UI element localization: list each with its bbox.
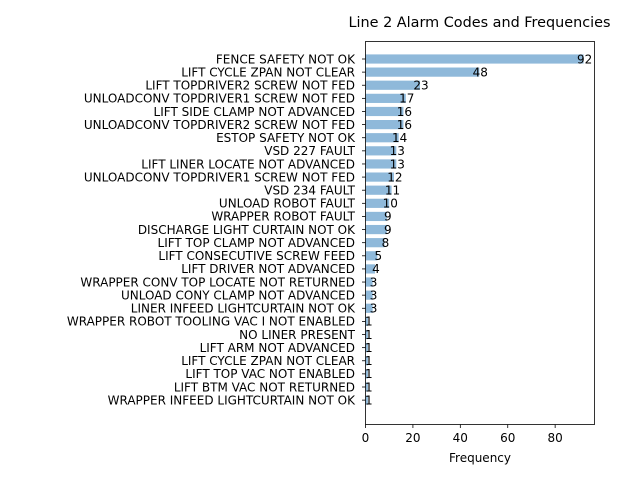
- category-label: WRAPPER INFEED LIGHTCURTAIN NOT OK: [108, 393, 357, 407]
- category-label: LIFT DRIVER NOT ADVANCED: [181, 262, 355, 276]
- bar: [365, 106, 404, 117]
- chart-title: Line 2 Alarm Codes and Frequencies: [349, 15, 611, 31]
- category-label: UNLOADCONV TOPDRIVER1 SCREW NOT FED: [84, 92, 355, 106]
- value-label: 1: [365, 341, 373, 355]
- value-label: 12: [387, 170, 402, 184]
- value-label: 11: [385, 184, 400, 198]
- category-label: UNLOAD CONY CLAMP NOT ADVANCED: [121, 288, 355, 302]
- bar: [365, 198, 390, 208]
- bars-group: [365, 54, 584, 405]
- category-label: FENCE SAFETY NOT OK: [216, 52, 356, 66]
- bar: [365, 146, 397, 156]
- category-label: WRAPPER ROBOT TOOLING VAC I NOT ENABLED: [67, 315, 355, 329]
- value-label: 1: [365, 380, 373, 394]
- bar: [365, 356, 368, 366]
- category-label: NO LINER PRESENT: [239, 328, 356, 342]
- x-axis-title: Frequency: [449, 451, 511, 465]
- value-label: 23: [413, 79, 428, 93]
- value-label: 3: [370, 288, 378, 302]
- category-label: LIFT SIDE CLAMP NOT ADVANCED: [154, 105, 355, 119]
- category-label: UNLOADCONV TOPDRIVER1 SCREW NOT FED: [84, 170, 355, 184]
- value-label: 16: [397, 118, 412, 132]
- category-label: LIFT TOPDRIVER2 SCREW NOT FED: [145, 79, 355, 93]
- category-label: LIFT LINER LOCATE NOT ADVANCED: [141, 157, 355, 171]
- bar: [365, 224, 387, 235]
- bar: [365, 80, 421, 90]
- x-tick-label: 0: [362, 431, 370, 445]
- category-label: VSD 227 FAULT: [264, 144, 355, 158]
- value-label: 13: [390, 144, 405, 158]
- bar: [365, 185, 392, 195]
- value-label: 17: [399, 92, 414, 106]
- bar: [365, 211, 387, 222]
- category-label: VSD 234 FAULT: [264, 184, 355, 198]
- bar: [365, 277, 373, 287]
- value-label: 3: [370, 302, 378, 316]
- bar: [365, 251, 378, 261]
- bar: [365, 382, 368, 392]
- value-label: 3: [370, 275, 378, 289]
- value-label: 13: [390, 157, 405, 171]
- value-label: 1: [365, 354, 373, 368]
- category-label: ESTOP SAFETY NOT OK: [216, 131, 356, 145]
- x-tick-label: 60: [500, 431, 515, 445]
- bar: [365, 133, 399, 143]
- value-label: 9: [384, 223, 392, 237]
- bar: [365, 303, 373, 313]
- value-label: 48: [473, 65, 488, 79]
- category-label: LIFT CYCLE ZPAN NOT CLEAR: [181, 65, 355, 79]
- bar: [365, 316, 368, 326]
- value-label: 1: [365, 367, 373, 381]
- bar: [365, 159, 397, 169]
- category-label: UNLOADCONV TOPDRIVER2 SCREW NOT FED: [84, 118, 355, 132]
- bar: [365, 290, 373, 300]
- plot-frame: [365, 41, 595, 425]
- category-label: LIFT CYCLE ZPAN NOT CLEAR: [181, 354, 355, 368]
- value-label: 5: [375, 249, 383, 263]
- bar: [365, 172, 394, 182]
- value-label: 10: [383, 197, 398, 211]
- category-label: WRAPPER ROBOT FAULT: [211, 210, 355, 224]
- category-label: LIFT ARM NOT ADVANCED: [200, 341, 355, 355]
- bar: [365, 264, 375, 274]
- x-tick-label: 40: [453, 431, 468, 445]
- value-label: 1: [365, 328, 373, 342]
- category-label: DISCHARGE LIGHT CURTAIN NOT OK: [138, 223, 356, 237]
- category-label: LINER INFEED LIGHTCURTAIN NOT OK: [131, 302, 356, 316]
- value-label: 1: [365, 393, 373, 407]
- bar: [365, 120, 404, 130]
- x-tick-label: 80: [548, 431, 563, 445]
- category-label: LIFT CONSECUTIVE SCREW FEED: [158, 249, 355, 263]
- category-label: WRAPPER CONV TOP LOCATE NOT RETURNED: [80, 275, 355, 289]
- value-label: 1: [365, 315, 373, 329]
- bar: [365, 395, 368, 405]
- category-label: LIFT TOP VAC NOT ENABLED: [185, 367, 355, 381]
- value-label: 4: [372, 262, 380, 276]
- x-tick-label: 20: [405, 431, 420, 445]
- bar: [365, 93, 406, 103]
- value-label: 14: [392, 131, 407, 145]
- value-label: 92: [577, 52, 592, 66]
- bar: [365, 329, 368, 340]
- bar: [365, 369, 368, 379]
- value-label: 16: [397, 105, 412, 119]
- bar: [365, 54, 584, 64]
- bar: [365, 67, 480, 77]
- x-axis: 0 20 40 60 80: [362, 424, 563, 445]
- bar: [365, 343, 368, 353]
- value-label: 9: [384, 210, 392, 224]
- value-label: 8: [382, 236, 390, 250]
- category-label: LIFT TOP CLAMP NOT ADVANCED: [158, 236, 355, 250]
- category-label: LIFT BTM VAC NOT RETURNED: [174, 380, 355, 394]
- category-label: UNLOAD ROBOT FAULT: [219, 197, 356, 211]
- bar: [365, 238, 385, 248]
